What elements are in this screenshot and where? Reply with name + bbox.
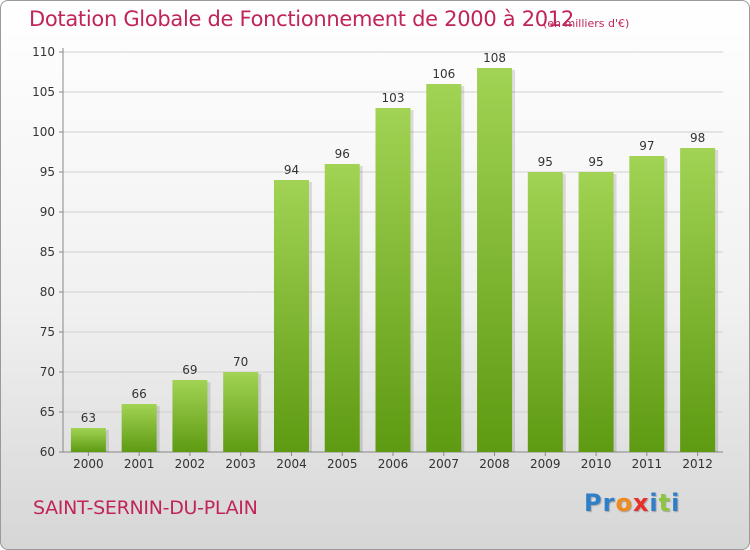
x-tick-label: 2008 [479,457,510,471]
bar-value-label: 96 [335,147,350,161]
y-tick-label: 90 [40,205,55,219]
y-tick-label: 70 [40,365,55,379]
bar [70,428,106,452]
bar-value-label: 106 [432,67,455,81]
x-tick-label: 2003 [225,457,256,471]
bar-value-label: 103 [382,91,405,105]
bar [324,164,360,452]
x-tick-label: 2010 [581,457,612,471]
y-tick-label: 85 [40,245,55,259]
bar-value-labels: 63 66 69 70 94 96 103 106 108 95 95 97 98 [81,51,706,425]
y-tick-label: 80 [40,285,55,299]
bar-value-label: 69 [182,363,197,377]
bar [121,404,157,452]
x-tick-label: 2001 [124,457,155,471]
y-tick-label: 65 [40,405,55,419]
x-tick-label: 2007 [428,457,459,471]
bar-value-label: 94 [284,163,299,177]
x-tick-label: 2005 [327,457,358,471]
bar-value-label: 63 [81,411,96,425]
bar [578,172,614,452]
x-tick-label: 2002 [175,457,206,471]
y-tick-label: 95 [40,165,55,179]
bar-value-label: 70 [233,355,248,369]
logo-letter: o [615,489,633,517]
bar [172,380,208,452]
chart-unit: (en milliers d'€) [543,17,630,30]
y-tick-labels: 60 65 70 75 80 85 90 95 100 105 110 [32,45,55,459]
x-tick-label: 2006 [378,457,409,471]
bar [680,148,716,452]
logo-letter: r [602,489,616,517]
logo-letter: x [632,489,650,517]
x-tick-label: 2004 [276,457,307,471]
y-tick-label: 100 [32,125,55,139]
x-tick-label: 2011 [632,457,663,471]
x-tick-label: 2000 [73,457,104,471]
bar [426,84,462,452]
bar [375,108,411,452]
x-tick-label: 2012 [682,457,713,471]
y-tick-label: 105 [32,85,55,99]
bar [223,372,259,452]
chart-title: Dotation Globale de Fonctionnement de 20… [29,7,574,31]
y-tick-label: 60 [40,445,55,459]
bar [477,68,513,452]
commune-name: SAINT-SERNIN-DU-PLAIN [33,497,258,519]
y-tick-label: 110 [32,45,55,59]
bar [273,180,309,452]
bar-value-label: 95 [588,155,603,169]
bar-value-label: 66 [132,387,147,401]
x-tick-labels: 2000 2001 2002 2003 2004 2005 2006 2007 2008 2009… [73,452,713,471]
y-tick-label: 75 [40,325,55,339]
bar-value-label: 97 [639,139,654,153]
bar [629,156,665,452]
x-tick-label: 2009 [530,457,561,471]
bar-value-label: 108 [483,51,506,65]
logo-letter: i [671,489,681,517]
logo-letter: t [658,489,672,517]
logo-letter: i [649,489,659,517]
bar-value-label: 98 [690,131,705,145]
logo-letter: P [584,489,603,517]
bar [527,172,563,452]
bars [70,68,719,452]
bar-value-label: 95 [538,155,553,169]
proxiti-logo: Proxiti [584,489,680,517]
